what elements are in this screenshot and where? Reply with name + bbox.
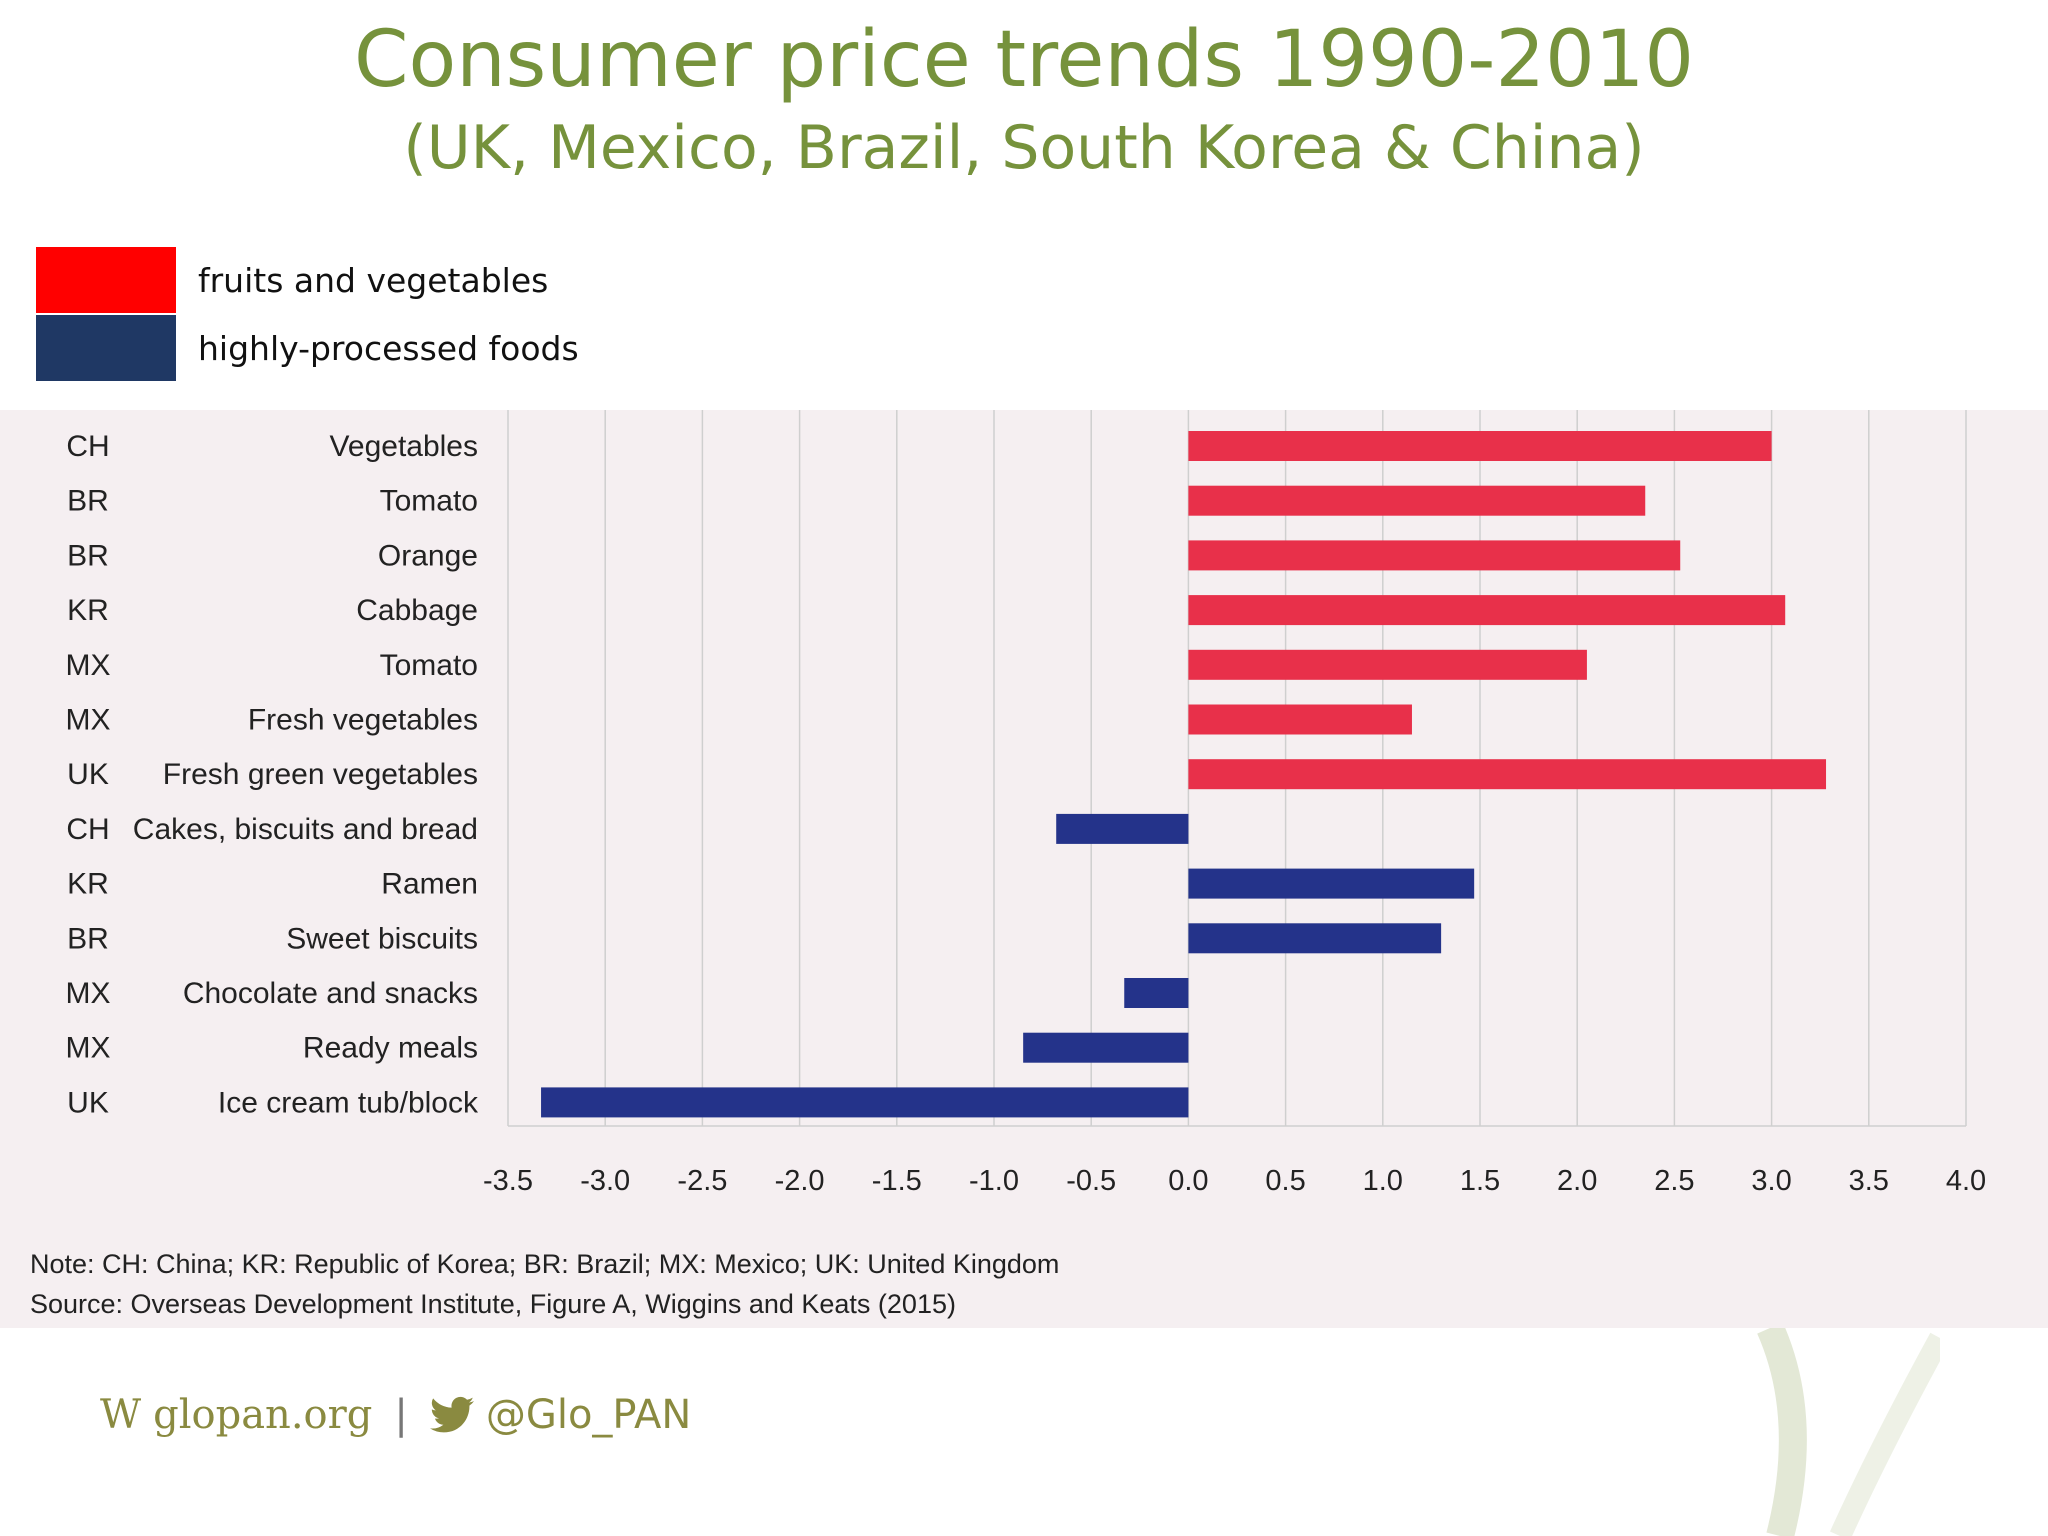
x-tick-label: -1.0 [969,1165,1019,1197]
x-tick-label: -2.0 [775,1165,825,1197]
x-tick-label: -2.5 [677,1165,727,1197]
country-code-label: UK [67,1086,109,1119]
bar [1056,813,1189,844]
x-tick-label: -1.5 [872,1165,922,1197]
category-label: Ramen [381,868,478,901]
country-code-label: KR [67,594,109,627]
legend-label-fruits: fruits and vegetables [198,260,549,300]
legend-swatch-red [36,247,176,313]
category-label: Chocolate and snacks [183,977,478,1010]
bar [541,1087,1189,1118]
legend-item-fruits: fruits and vegetables [36,246,579,314]
legend-swatch-navy [36,315,176,381]
legend-label-processed: highly-processed foods [198,328,579,368]
decorative-leaf-arc [1757,1328,1940,1536]
bar [1188,704,1412,735]
country-code-label: BR [67,485,109,518]
bar [1188,759,1827,790]
bar [1188,431,1772,461]
country-code-label: MX [66,704,111,737]
x-tick-label: -3.0 [580,1165,630,1197]
x-tick-label: -0.5 [1066,1165,1116,1197]
x-tick-label: 3.0 [1751,1165,1791,1197]
x-tick-label: 3.5 [1849,1165,1889,1197]
category-label: Vegetables [330,430,478,463]
x-tick-label: 1.0 [1363,1165,1403,1197]
country-code-label: UK [67,758,109,791]
chart-legend: fruits and vegetables highly-processed f… [36,246,579,382]
category-label: Fresh green vegetables [163,758,478,791]
bar-chart: -3.5 -3.0 -2.5 -2.0 -1.5 -1.0 -0.5 0.0 0.5 1.0 1.5… [66,410,1986,1197]
category-label: Tomato [380,485,478,518]
bar [1188,485,1646,516]
website-link[interactable]: glopan.org [153,1392,373,1438]
x-tick-label: 2.5 [1654,1165,1694,1197]
bar [1023,1032,1189,1063]
page-title: Consumer price trends 1990-2010 [354,15,1694,105]
country-code-label: BR [67,539,109,572]
category-label: Tomato [380,649,478,682]
category-label: Cakes, biscuits and bread [133,813,478,846]
bar [1188,649,1587,680]
country-code-label: CH [66,430,109,463]
twitter-bird-icon [429,1396,474,1434]
category-label: Ice cream tub/block [218,1086,479,1119]
country-code-label: BR [67,922,109,955]
x-tick-label: 2.0 [1557,1165,1597,1197]
twitter-handle-link[interactable]: @Glo_PAN [485,1392,692,1438]
footer: W glopan.org | @Glo_PAN [100,1392,691,1438]
category-label: Orange [378,539,478,572]
bar [1188,868,1475,899]
country-code-label: CH [66,813,109,846]
category-label: Sweet biscuits [286,922,478,955]
bar [1188,595,1786,626]
x-tick-label: 4.0 [1946,1165,1986,1197]
bar [1188,540,1681,571]
footer-separator: | [394,1392,408,1438]
x-tick-label: 1.5 [1460,1165,1500,1197]
note-text: Note: CH: China; KR: Republic of Korea; … [30,1249,1060,1279]
page-subtitle: (UK, Mexico, Brazil, South Korea & China… [403,113,1645,183]
x-tick-label: -3.5 [483,1165,533,1197]
country-code-label: MX [66,1032,111,1065]
category-label: Fresh vegetables [248,704,478,737]
source-text: Source: Overseas Development Institute, … [30,1289,956,1319]
country-code-label: MX [66,977,111,1010]
category-label: Ready meals [303,1032,478,1065]
web-prefix: W [100,1392,142,1438]
country-code-label: MX [66,649,111,682]
bar [1124,978,1189,1008]
legend-item-processed: highly-processed foods [36,314,579,382]
chart-notes: Note: CH: China; KR: Republic of Korea; … [30,1244,1059,1324]
category-label: Cabbage [356,594,478,627]
chart-panel: -3.5 -3.0 -2.5 -2.0 -1.5 -1.0 -0.5 0.0 0.5 1.0 1.5… [0,410,2048,1328]
x-tick-label: 0.0 [1168,1165,1208,1197]
bar [1188,923,1442,954]
x-tick-label: 0.5 [1265,1165,1305,1197]
country-code-label: KR [67,868,109,901]
